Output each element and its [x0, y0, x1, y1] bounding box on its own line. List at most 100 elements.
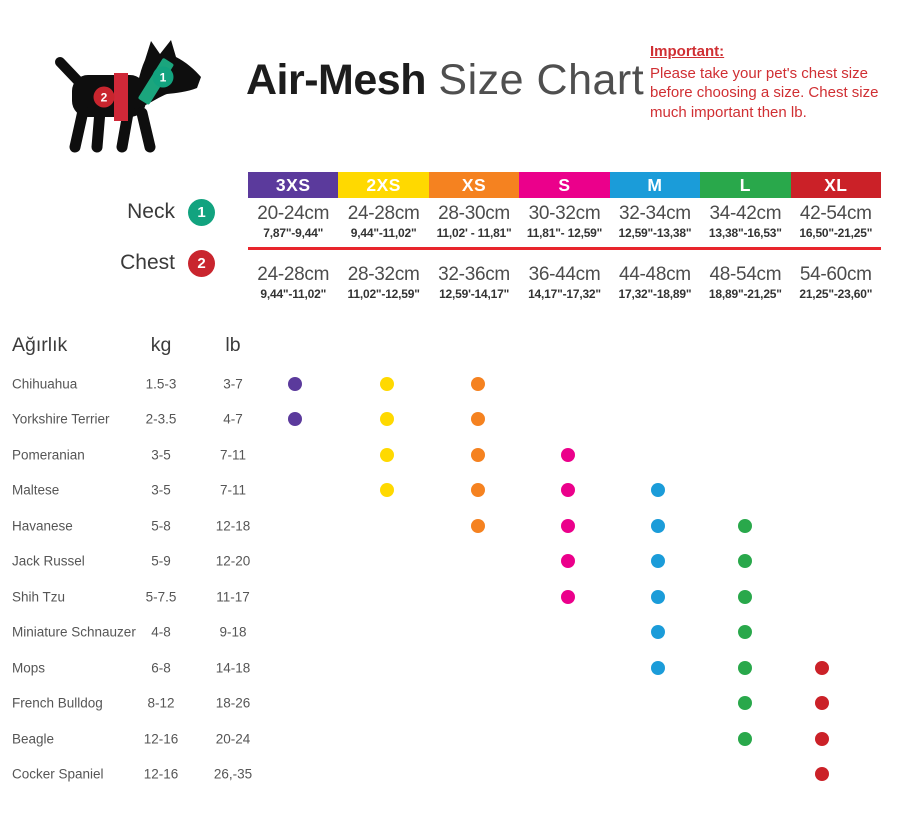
- dog-chest-band: [114, 73, 128, 121]
- breed-row: Shih Tzu 5-7.5 11-17: [0, 579, 900, 615]
- page-title: Air-Mesh Size Chart: [246, 56, 644, 105]
- breed-name: Shih Tzu: [12, 589, 66, 605]
- breed-table-header: Ağırlık kg lb: [0, 334, 900, 360]
- dog-neck-badge-number: 1: [160, 71, 167, 85]
- size-dot-m: [651, 554, 665, 569]
- size-dot-s: [561, 447, 575, 462]
- size-dot-3xs: [288, 376, 302, 391]
- size-dot-xs: [471, 447, 485, 462]
- neck-cell-3xs: 20-24cm 7,87"-9,44": [248, 203, 338, 240]
- breed-name: Miniature Schnauzer: [12, 624, 136, 640]
- size-dot-xs: [471, 518, 485, 533]
- lb-column-header: lb: [225, 334, 241, 356]
- size-dot-l: [738, 625, 752, 640]
- breed-kg: 2-3.5: [145, 411, 177, 427]
- breed-lb: 4-7: [223, 411, 243, 427]
- size-dot-s: [561, 518, 575, 533]
- size-dot-l: [738, 660, 752, 675]
- chest-cm: 44-48cm: [619, 264, 691, 285]
- size-dot-xl: [815, 731, 829, 746]
- chest-inches: 17,32"-18,89": [618, 287, 692, 301]
- chest-values-row: 24-28cm 9,44"-11,02" 28-32cm 11,02"-12,59" 3…: [248, 264, 881, 301]
- neck-cell-xs: 28-30cm 11,02' - 11,81": [429, 203, 519, 240]
- breed-row: Jack Russel 5-9 12-20: [0, 544, 900, 580]
- dog-icon: 1 2: [55, 40, 201, 153]
- size-band-l: L: [700, 172, 791, 198]
- size-dot-xs: [471, 376, 485, 391]
- breed-name: Maltese: [12, 482, 60, 498]
- neck-cm: 20-24cm: [257, 203, 330, 224]
- chest-badge: 2: [188, 249, 215, 277]
- chest-cell-m: 44-48cm 17,32"-18,89": [610, 264, 700, 301]
- neck-cm: 42-54cm: [799, 203, 872, 224]
- size-band-s: S: [519, 172, 610, 198]
- chest-row-label: Chest 2: [0, 249, 215, 277]
- size-dot-l: [738, 731, 752, 746]
- chest-cell-l: 48-54cm 18,89"-21,25": [700, 264, 790, 301]
- chest-cell-xs: 32-36cm 12,59'-14,17": [429, 264, 519, 301]
- chest-inches: 9,44"-11,02": [260, 287, 327, 301]
- breed-kg: 5-8: [151, 518, 171, 534]
- important-text: Please take your pet's chest size before…: [650, 64, 879, 121]
- breed-row: Pomeranian 3-5 7-11: [0, 437, 900, 473]
- breed-lb: 11-17: [216, 589, 250, 605]
- important-label: Important:: [650, 43, 725, 60]
- neck-cell-m: 32-34cm 12,59"-13,38": [610, 203, 700, 240]
- size-dot-xl: [815, 660, 829, 675]
- breed-kg: 4-8: [151, 624, 171, 640]
- size-dot-l: [738, 696, 752, 711]
- neck-inches: 11,02' - 11,81": [436, 226, 512, 240]
- table-divider: [248, 247, 881, 250]
- breed-name: French Bulldog: [12, 695, 103, 711]
- weight-column-header: Ağırlık: [12, 334, 68, 356]
- breed-name: Mops: [12, 660, 46, 676]
- neck-cell-2xs: 24-28cm 9,44"-11,02": [338, 203, 428, 240]
- breed-name: Pomeranian: [12, 447, 85, 463]
- breed-lb: 12-20: [215, 553, 251, 569]
- page-title-brand: Air-Mesh: [246, 56, 426, 104]
- size-dot-2xs: [380, 376, 394, 391]
- chest-cm: 32-36cm: [438, 264, 510, 285]
- breed-name: Cocker Spaniel: [12, 766, 104, 782]
- size-band-xs: XS: [428, 172, 520, 198]
- size-dot-3xs: [288, 412, 302, 427]
- neck-values-row: 20-24cm 7,87"-9,44" 24-28cm 9,44"-11,02" 28-…: [248, 203, 881, 240]
- breed-row: Havanese 5-8 12-18: [0, 508, 900, 544]
- chest-inches: 12,59'-14,17": [439, 287, 510, 301]
- dog-chest-badge: [93, 86, 115, 108]
- size-dot-s: [561, 589, 575, 604]
- breed-kg: 3-5: [151, 482, 171, 498]
- breed-name: Beagle: [12, 731, 55, 747]
- size-dot-2xs: [380, 483, 394, 498]
- neck-inches: 7,87"-9,44": [263, 226, 324, 240]
- breed-name: Jack Russel: [12, 553, 85, 569]
- neck-cm: 28-30cm: [438, 203, 510, 224]
- breed-row: Chihuahua 1.5-3 3-7: [0, 366, 900, 402]
- chest-cell-s: 36-44cm 14,17"-17,32": [519, 264, 609, 301]
- breed-lb: 7-11: [219, 482, 247, 498]
- neck-cell-s: 30-32cm 11,81"- 12,59": [519, 203, 609, 240]
- chest-cm: 28-32cm: [347, 264, 420, 285]
- neck-cm: 30-32cm: [528, 203, 601, 224]
- size-dot-l: [738, 554, 752, 569]
- neck-cell-l: 34-42cm 13,38"-16,53": [700, 203, 790, 240]
- breed-row: Mops 6-8 14-18: [0, 650, 900, 686]
- size-dot-m: [651, 589, 665, 604]
- breed-kg: 1.5-3: [145, 376, 177, 392]
- important-note: Important: Please take your pet's chest …: [650, 42, 900, 122]
- size-band-row: 3XS 2XS XS S M L XL: [248, 172, 881, 198]
- neck-inches: 12,59"-13,38": [618, 226, 692, 240]
- size-dot-m: [651, 625, 665, 640]
- neck-badge: 1: [188, 198, 215, 226]
- chest-cm: 36-44cm: [528, 264, 601, 285]
- breed-name: Yorkshire Terrier: [12, 411, 110, 427]
- breed-kg: 5-7.5: [145, 589, 177, 605]
- breed-kg: 3-5: [151, 447, 171, 463]
- size-dot-m: [651, 483, 665, 498]
- breed-kg: 12-16: [143, 766, 179, 782]
- neck-inches: 16,50"-21,25": [799, 226, 873, 240]
- breed-row: Beagle 12-16 20-24: [0, 721, 900, 757]
- size-dot-xs: [471, 412, 485, 427]
- chest-cell-2xs: 28-32cm 11,02"-12,59": [338, 264, 428, 301]
- chest-inches: 14,17"-17,32": [528, 287, 601, 301]
